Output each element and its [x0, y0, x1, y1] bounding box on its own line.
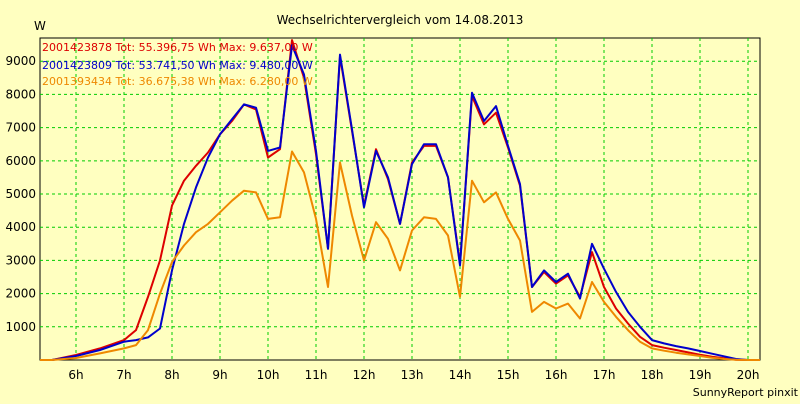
- y-axis-unit-label: W: [34, 19, 46, 33]
- x-tick-label: 12h: [353, 368, 376, 382]
- legend-entry-2001423809: 2001423809 Tot: 53.741,50 Wh Max: 9.480,…: [42, 59, 313, 72]
- y-tick-label: 9000: [5, 54, 36, 68]
- series-lines: [40, 39, 760, 361]
- y-tick-label: 5000: [5, 187, 36, 201]
- x-tick-label: 20h: [737, 368, 760, 382]
- x-tick-label: 8h: [164, 368, 179, 382]
- x-tick-label: 15h: [497, 368, 520, 382]
- legend-entry-2001423878: 2001423878 Tot: 55.396,75 Wh Max: 9.637,…: [42, 41, 313, 54]
- footer-credit: SunnyReport pinxit: [693, 386, 799, 399]
- y-tick-label: 1000: [5, 320, 36, 334]
- x-tick-label: 17h: [593, 368, 616, 382]
- x-tick-label: 18h: [641, 368, 664, 382]
- x-tick-label: 9h: [212, 368, 227, 382]
- tick-labels: 6h 7h 8h 9h 10h 11h 12h 13h 14h 15h 16h 17h 18h 19h 20…: [5, 54, 759, 382]
- x-tick-label: 7h: [116, 368, 131, 382]
- x-tick-label: 19h: [689, 368, 712, 382]
- x-tick-label: 16h: [545, 368, 568, 382]
- y-tick-label: 8000: [5, 87, 36, 101]
- y-tick-label: 2000: [5, 287, 36, 301]
- legend-entry-2001393434: 2001393434 Tot: 36.675,38 Wh Max: 6.280,…: [42, 75, 313, 88]
- chart-title: Wechselrichtervergleich vom 14.08.2013: [277, 13, 524, 27]
- x-tick-label: 11h: [305, 368, 328, 382]
- y-tick-label: 3000: [5, 253, 36, 267]
- x-tick-label: 14h: [449, 368, 472, 382]
- series-line-2001393434: [40, 150, 760, 361]
- x-tick-label: 13h: [401, 368, 424, 382]
- y-tick-label: 4000: [5, 220, 36, 234]
- legend: 2001423878 Tot: 55.396,75 Wh Max: 9.637,…: [42, 41, 313, 88]
- x-tick-label: 6h: [68, 368, 83, 382]
- y-tick-label: 6000: [5, 154, 36, 168]
- series-line-2001423809: [40, 44, 760, 361]
- y-tick-label: 7000: [5, 121, 36, 135]
- plot-frame: [39, 37, 761, 361]
- x-tick-label: 10h: [257, 368, 280, 382]
